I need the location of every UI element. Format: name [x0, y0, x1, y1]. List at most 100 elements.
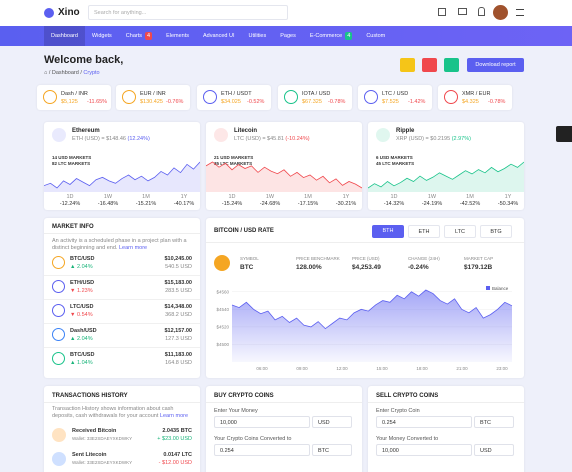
divider — [44, 233, 200, 234]
breadcrumb-item[interactable]: Dashboard — [51, 70, 79, 76]
period-change: -12.24% — [59, 201, 81, 207]
change: ▲ 2.04% — [70, 264, 93, 270]
coin-rate: XRP (USD) = $0.2195 (2.97%) — [396, 136, 471, 142]
stat-value: -0.24% — [408, 264, 429, 271]
x-tick-label: 09:00 — [296, 366, 308, 371]
divider — [44, 347, 200, 348]
nav-item[interactable]: Dashboard — [44, 26, 85, 46]
market-info-text: An activity is a scheduled phase in a pr… — [52, 238, 192, 252]
coin-icon — [52, 428, 66, 442]
usd: + $23.00 USD — [157, 436, 192, 442]
learn-more-link[interactable]: Learn more — [159, 413, 189, 419]
ticker-change: -0.52% — [247, 99, 265, 105]
nav-label: Custom — [366, 33, 386, 39]
coin-rate-change: (2.97%) — [451, 136, 471, 142]
unit-select: BTC — [312, 444, 352, 456]
sell-card: SELL CRYPTO COINS Enter Crypto Coin 0.254 B… — [368, 386, 524, 472]
period-label: 1Y — [504, 194, 512, 200]
field-input: 0.254 — [376, 416, 472, 428]
nav-badge: 4 — [345, 32, 353, 40]
nav-item[interactable]: Elements — [159, 26, 196, 46]
ticker-card: IOTA / USD $67.325 -0.78% — [278, 85, 352, 110]
tab: LTC — [444, 225, 476, 238]
ticker-icon — [444, 90, 458, 104]
x-tick-label: 15:00 — [376, 366, 388, 371]
divider — [44, 275, 200, 276]
market-info-card: MARKET INFO An activity is a scheduled ph… — [44, 218, 200, 378]
nav-item[interactable]: Utilities — [242, 26, 274, 46]
search[interactable]: Search for anything... — [88, 5, 288, 20]
coin-markets: 45 LTC MARKETS — [376, 161, 415, 166]
coin-rate-text: XRP (USD) = $0.2195 — [396, 136, 451, 142]
ticker-pair: ETH / USDT — [221, 91, 252, 97]
y-tick-label: $4560 — [216, 289, 229, 294]
field-label: Your Crypto Coins Converted to — [214, 436, 292, 442]
stat-label: PRICE (USD) — [352, 256, 380, 261]
field-input: 0.254 — [214, 444, 310, 456]
btc-icon — [214, 255, 230, 271]
nav-item[interactable]: Charts 4 — [119, 26, 159, 46]
nav-item[interactable]: Pages — [273, 26, 303, 46]
download-report-button[interactable]: Download report — [467, 58, 524, 72]
ticker-icon — [284, 90, 298, 104]
coin-icon — [52, 452, 66, 466]
nav-item[interactable]: Advanced UI — [196, 26, 242, 46]
transactions-text: Transaction History shows information ab… — [52, 406, 192, 420]
field-label: Enter Crypto Coin — [376, 408, 420, 414]
stat-value: BTC — [240, 264, 254, 271]
period-label: 1D — [228, 194, 236, 200]
nav-item[interactable]: E-Commerce 4 — [303, 26, 359, 46]
y-tick-label: $4520 — [216, 324, 229, 329]
avatar[interactable] — [493, 5, 508, 20]
coin-icon — [52, 128, 66, 142]
coin-name: Litecoin — [234, 128, 258, 134]
sparkline-line — [368, 161, 524, 189]
legend-swatch — [486, 286, 490, 290]
period-change: -16.48% — [97, 201, 119, 207]
coin-card: Ripple XRP (USD) = $0.2195 (2.97%) 6 USD M… — [368, 122, 524, 210]
alarm-button[interactable] — [422, 58, 437, 72]
fullscreen-icon[interactable] — [438, 8, 446, 16]
bell-icon[interactable] — [478, 7, 485, 16]
learn-more-link[interactable]: Learn more — [118, 245, 148, 251]
ticker-price: $130.425 — [140, 99, 163, 105]
menu-icon[interactable] — [516, 9, 524, 16]
settings-button[interactable] — [556, 126, 572, 142]
ticker-change: -0.78% — [328, 99, 346, 105]
page-title: Welcome back, — [44, 54, 124, 66]
coin-card: Litecoin LTC (USD) = $45.81 (-10.24%) 21 U… — [206, 122, 362, 210]
change: ▼ 1.23% — [70, 288, 93, 294]
top-bar: Xino Search for anything... — [0, 0, 572, 26]
nav-label: Advanced UI — [203, 33, 235, 39]
sparkline-line — [44, 161, 200, 189]
nav-label: E-Commerce — [309, 33, 343, 39]
rate-area — [232, 290, 512, 362]
market-info-title: MARKET INFO — [52, 224, 94, 230]
add-button[interactable] — [444, 58, 459, 72]
download-button[interactable] — [400, 58, 415, 72]
field-input: 10,000 — [214, 416, 310, 428]
nav-label: Pages — [280, 33, 296, 39]
logo-icon — [44, 8, 54, 18]
buy-title: BUY CRYPTO COINS — [214, 393, 274, 399]
sparkline-area — [206, 162, 362, 192]
pair: Dash/USD — [70, 328, 97, 334]
ticker-pair: XMR / EUR — [462, 91, 491, 97]
nav-label: Charts — [125, 33, 142, 39]
transaction-title: Received Bitcoin — [72, 428, 117, 434]
mail-icon[interactable] — [458, 8, 467, 15]
ticker-price: $5,125 — [61, 99, 78, 105]
change: ▲ 2.04% — [70, 336, 93, 342]
ticker-pair: LTC / USD — [382, 91, 409, 97]
period-label: 1D — [390, 194, 398, 200]
ticker-icon — [364, 90, 378, 104]
change-value: 1.23% — [76, 288, 93, 294]
ticker-change: -11.65% — [87, 99, 108, 105]
period-label: 1W — [427, 194, 437, 200]
sparkline-line — [206, 161, 362, 189]
nav-item[interactable]: Custom — [359, 26, 392, 46]
divider — [44, 402, 200, 403]
nav-item[interactable]: Widgets — [85, 26, 119, 46]
y-tick-label: $4540 — [216, 307, 229, 312]
